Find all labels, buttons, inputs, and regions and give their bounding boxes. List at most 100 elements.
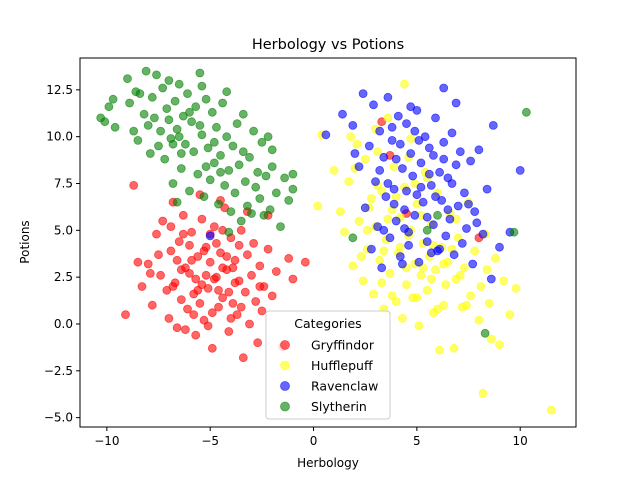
y-axis: −5.0 −2.5 0.0 2.5 5.0 7.5 10.0 12.5	[44, 83, 80, 425]
data-point	[389, 162, 399, 172]
data-point	[369, 289, 378, 299]
data-point	[402, 186, 411, 196]
x-axis-label: Herbology	[297, 456, 359, 470]
data-point	[495, 340, 504, 350]
legend-marker-hufflepuff	[280, 360, 290, 371]
data-point	[284, 195, 294, 205]
data-point	[158, 83, 168, 93]
data-point	[230, 255, 240, 265]
data-point	[137, 282, 147, 291]
data-point	[474, 145, 484, 155]
data-point	[350, 149, 360, 158]
data-point	[247, 209, 256, 218]
data-point	[426, 180, 436, 190]
data-point	[478, 229, 488, 239]
data-point	[462, 300, 471, 310]
data-point	[377, 278, 387, 288]
data-point	[178, 229, 188, 239]
data-point	[201, 162, 211, 172]
data-point	[381, 192, 391, 202]
data-point	[385, 268, 395, 278]
data-point	[238, 353, 248, 363]
data-point	[168, 139, 178, 149]
data-point	[100, 117, 110, 127]
data-point	[383, 92, 393, 102]
data-point	[195, 68, 205, 78]
data-point	[383, 179, 393, 188]
data-point	[474, 315, 484, 325]
data-point	[158, 216, 168, 226]
data-point	[195, 121, 205, 130]
data-point	[242, 250, 252, 260]
data-point	[160, 154, 170, 164]
data-point	[110, 122, 120, 132]
data-point	[255, 261, 265, 271]
data-point	[147, 300, 157, 310]
data-point	[209, 274, 219, 284]
data-point	[348, 261, 358, 271]
data-point	[416, 182, 426, 192]
data-point	[197, 130, 207, 140]
data-point	[379, 246, 389, 256]
data-point	[439, 137, 449, 147]
data-point	[499, 276, 509, 286]
data-point	[395, 242, 405, 252]
data-point	[178, 210, 188, 220]
data-point	[418, 197, 428, 207]
data-point	[284, 253, 294, 263]
data-point	[189, 310, 199, 320]
data-point	[383, 214, 393, 224]
data-point	[249, 238, 259, 248]
data-point	[245, 319, 254, 329]
data-point	[145, 149, 155, 158]
data-point	[480, 328, 490, 338]
data-point	[203, 321, 213, 331]
data-point	[172, 255, 182, 265]
data-point	[230, 188, 240, 198]
data-point	[236, 225, 246, 235]
data-point	[393, 111, 403, 121]
data-point	[174, 79, 184, 89]
data-point	[459, 263, 469, 273]
data-point	[482, 265, 492, 275]
data-point	[364, 141, 374, 151]
series-slytherin	[96, 66, 531, 338]
data-point	[216, 150, 225, 160]
data-point	[187, 255, 197, 265]
x-tick-label: −5	[201, 434, 219, 448]
data-point	[172, 197, 182, 207]
data-point	[224, 287, 234, 297]
data-point	[402, 119, 411, 128]
data-point	[457, 238, 467, 248]
data-point	[156, 270, 166, 280]
data-point	[207, 308, 217, 318]
data-point	[257, 137, 267, 147]
data-point	[185, 240, 194, 250]
data-point	[166, 222, 176, 232]
data-point	[189, 147, 199, 157]
data-point	[123, 74, 132, 83]
data-point	[257, 306, 267, 316]
data-point	[453, 201, 463, 211]
data-point	[108, 94, 118, 104]
data-point	[207, 107, 217, 117]
data-point	[422, 225, 432, 235]
data-point	[176, 265, 186, 275]
data-point	[288, 169, 298, 179]
data-point	[354, 216, 364, 226]
data-point	[205, 231, 215, 241]
data-point	[389, 199, 399, 209]
data-point	[416, 158, 426, 168]
data-point	[329, 165, 339, 175]
data-point	[191, 102, 201, 112]
data-point	[129, 126, 139, 136]
data-point	[187, 227, 197, 237]
data-point	[218, 98, 228, 108]
data-point	[522, 107, 531, 117]
data-point	[447, 179, 457, 188]
data-point	[238, 109, 248, 119]
data-point	[145, 268, 155, 278]
data-point	[203, 143, 213, 153]
data-point	[375, 255, 385, 265]
data-point	[348, 233, 358, 243]
